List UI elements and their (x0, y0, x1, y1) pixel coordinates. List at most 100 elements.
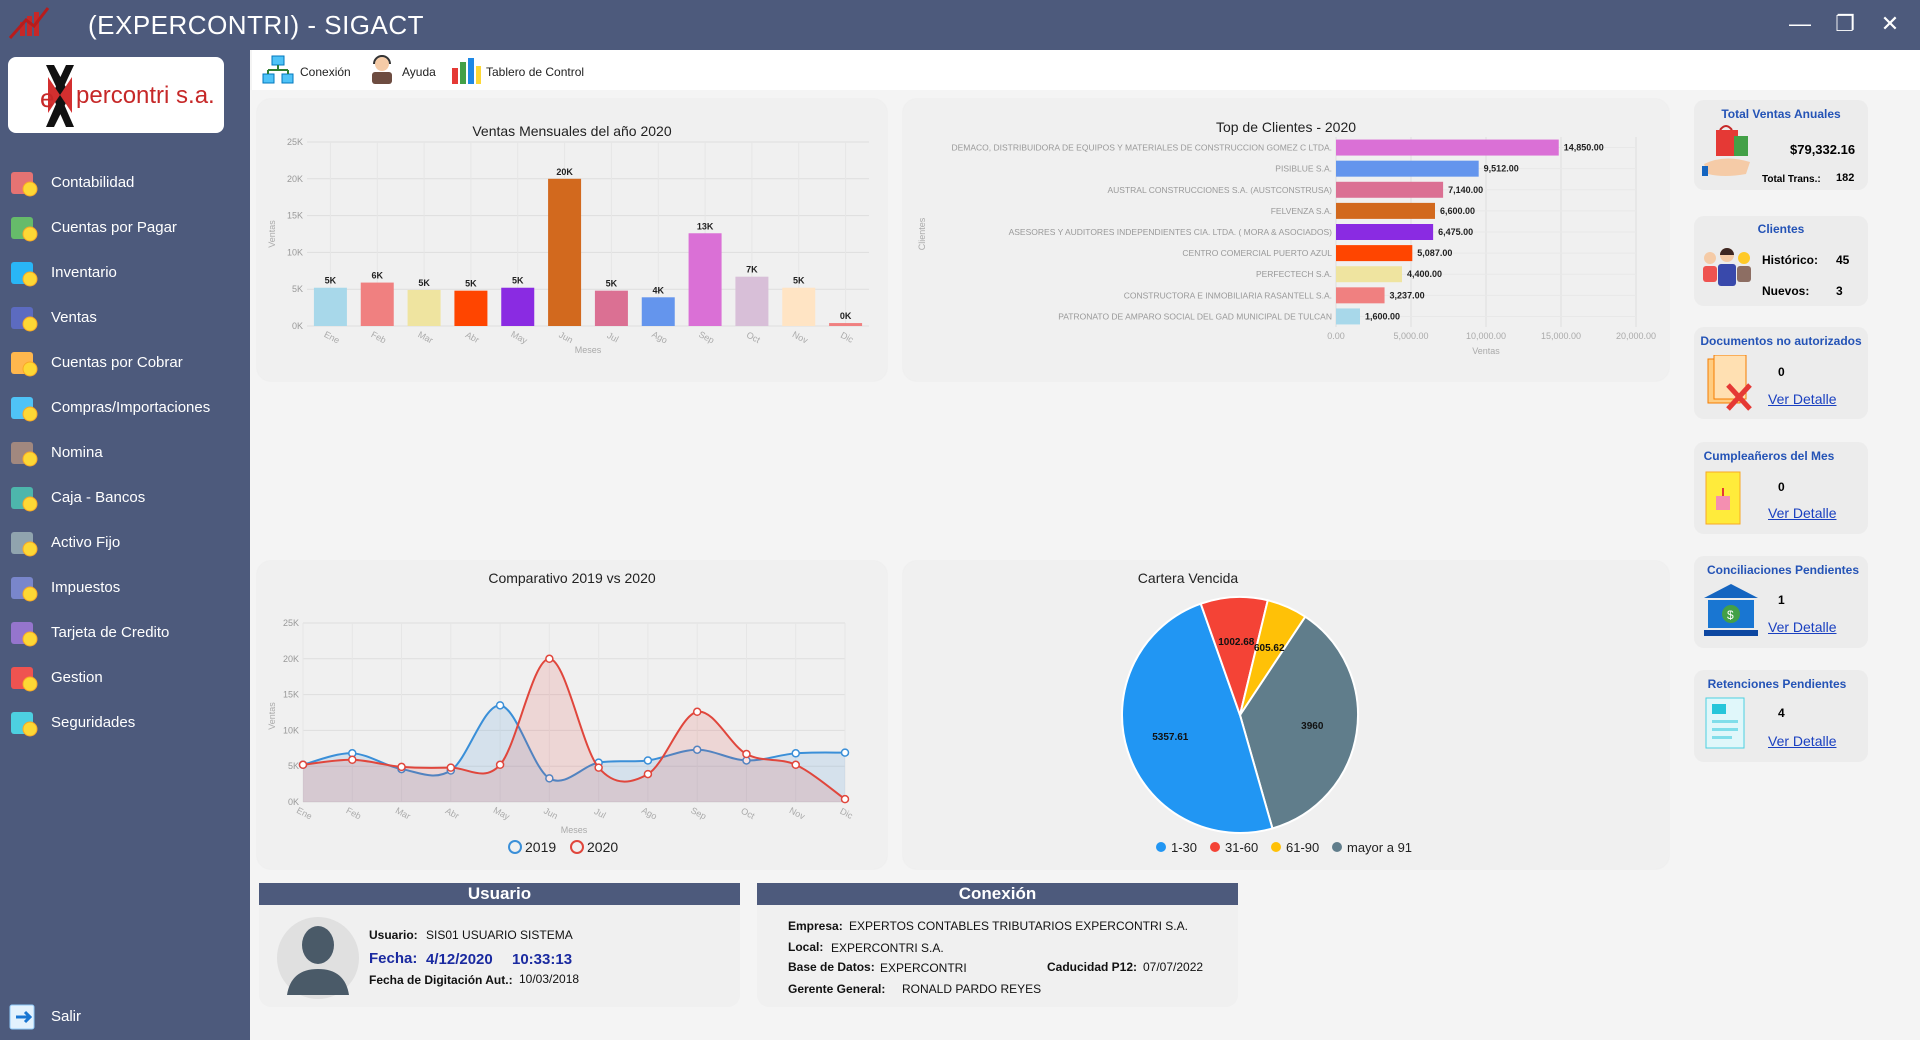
kpi-clients-title: Clientes (1757, 222, 1805, 236)
conexion-button[interactable]: Conexión (262, 54, 362, 86)
series-point-2020 (495, 760, 505, 770)
empresa-value: EXPERTOS CONTABLES TRIBUTARIOS EXPERCONT… (849, 919, 1188, 933)
y-tick-label: 0K (292, 321, 303, 331)
sidebar-item-compras-importaciones[interactable]: Compras/Importaciones (0, 388, 250, 428)
local-label: Local: (788, 940, 824, 954)
gerente-label: Gerente General: (788, 982, 886, 996)
series-point-2020 (298, 760, 308, 770)
series-point-2020 (742, 749, 751, 759)
user-panel: Usuario: SIS01 USUARIO SISTEMA Fecha: 4/… (259, 905, 740, 1007)
kpi-docs-link[interactable]: Ver Detalle (1768, 391, 1837, 407)
x-tick-label: Ago (640, 805, 659, 821)
x-tick-label: Ene (322, 329, 341, 345)
maximize-button[interactable]: ❐ (1835, 11, 1855, 36)
toolbar: Conexión Ayuda Tablero de Control (252, 50, 1920, 90)
client-name-label: PISIBLUE S.A. (1275, 164, 1332, 174)
kpi-historico-value: 45 (1836, 253, 1850, 267)
kpi-trans-value: 182 (1836, 172, 1855, 184)
series-area-2019 (303, 705, 845, 802)
tablero-button[interactable]: Tablero de Control (450, 54, 590, 86)
x-tick-label: 5,000.00 (1393, 331, 1428, 341)
bar-data-label: 5,087.00 (1417, 248, 1452, 258)
kpi-total-sales-amount: $79,332.16 (1790, 142, 1856, 157)
x-tick-label: Oct (745, 330, 762, 346)
legend-marker-2019 (508, 840, 522, 854)
series-area-2020 (303, 658, 845, 802)
sidebar-item-gestion[interactable]: Gestion (0, 658, 250, 698)
bar-data-label: 13K (697, 221, 714, 231)
bar-data-label: 0K (840, 311, 852, 321)
people-icon (1703, 248, 1751, 286)
fecha-label: Fecha: (369, 950, 418, 967)
x-tick-label: 0.00 (1327, 331, 1345, 341)
legend-label: 31-60 (1225, 840, 1258, 855)
y-tick-label: 20K (283, 654, 299, 664)
x-axis-label: Meses (561, 825, 588, 835)
y-tick-label: 10K (287, 247, 303, 257)
sidebar-item-nomina[interactable]: Nomina (0, 433, 250, 473)
bar-data-label: 5K (418, 278, 430, 288)
x-tick-label: Abr (444, 806, 461, 821)
sidebar-item-cuentas-por-pagar[interactable]: Cuentas por Pagar (0, 208, 250, 248)
bar-dic (829, 323, 863, 326)
sidebar-item-activo-fijo[interactable]: Activo Fijo (0, 523, 250, 563)
empresa-label: Empresa: (788, 919, 843, 933)
x-tick-label: Nov (788, 805, 807, 822)
kpi-nuevos-label: Nuevos: (1762, 284, 1810, 298)
series-point-2020 (594, 763, 603, 772)
x-tick-label: Ene (295, 805, 314, 821)
kpi-birthdays-link[interactable]: Ver Detalle (1768, 505, 1837, 521)
series-point-2020 (791, 760, 800, 770)
exit-button[interactable]: Salir (0, 997, 250, 1037)
y-tick-label: 15K (283, 690, 299, 700)
series-point-2019 (545, 774, 554, 783)
kpi-withholdings: Retenciones Pendientes 4 Ver Detalle (1694, 670, 1868, 762)
kpi-reconciliations-link[interactable]: Ver Detalle (1768, 619, 1837, 635)
sidebar-item-impuestos[interactable]: Impuestos (0, 568, 250, 608)
client-name-label: PATRONATO DE AMPARO SOCIAL DEL GAD MUNIC… (1058, 311, 1332, 321)
bar-abr (454, 290, 488, 326)
series-point-2019 (692, 745, 702, 754)
y-tick-label: 0K (288, 797, 299, 807)
sidebar-item-label: Caja - Bancos (51, 489, 146, 506)
kpi-clients: Clientes Histórico: 45 Nuevos: 3 (1694, 216, 1868, 306)
y-axis-label: Ventas (267, 220, 277, 248)
y-tick-label: 5K (288, 761, 299, 771)
bar-chart-icon (452, 58, 481, 84)
client-bar (1336, 308, 1360, 325)
x-tick-label: Feb (369, 329, 387, 345)
bar-nov (782, 287, 816, 326)
bd-value: EXPERCONTRI (880, 961, 967, 975)
series-point-2020 (643, 769, 653, 779)
kpi-withholdings-title: Retenciones Pendientes (1707, 677, 1847, 691)
client-name-label: CONSTRUCTORA E INMOBILIARIA RASANTELL S.… (1124, 290, 1332, 300)
ayuda-button[interactable]: Ayuda (366, 54, 446, 86)
pie-data-label: 5357.61 (1152, 732, 1189, 743)
monthly-sales-card: Ventas Mensuales del año 2020 0K 5K 10K 15K… (257, 99, 887, 381)
logo-e-text: e (40, 83, 54, 113)
comparison-title: Comparativo 2019 vs 2020 (488, 570, 656, 586)
kpi-total-sales-title: Total Ventas Anuales (1721, 107, 1841, 121)
minimize-button[interactable]: — (1789, 11, 1811, 36)
sidebar-item-label: Tarjeta de Credito (51, 624, 170, 641)
fecha-value: 4/12/2020 (426, 951, 493, 968)
kpi-withholdings-link[interactable]: Ver Detalle (1768, 733, 1837, 749)
close-button[interactable]: ✕ (1880, 11, 1900, 36)
connection-panel-header: Conexión (757, 883, 1238, 905)
sidebar-item-contabilidad[interactable]: Contabilidad (0, 163, 250, 203)
series-point-2020 (446, 763, 456, 772)
sidebar-item-label: Nomina (51, 444, 103, 461)
sidebar-item-seguridades[interactable]: Seguridades (0, 703, 250, 743)
series-point-2019 (791, 749, 800, 758)
sidebar-item-caja-bancos[interactable]: Caja - Bancos (0, 478, 250, 518)
sidebar-item-cuentas-por-cobrar[interactable]: Cuentas por Cobrar (0, 343, 250, 383)
user-panel-header: Usuario (259, 883, 740, 905)
bar-jun (548, 178, 582, 326)
legend-label: 2019 (525, 839, 556, 855)
sidebar-item-inventario[interactable]: Inventario (0, 253, 250, 293)
sidebar-item-ventas[interactable]: Ventas (0, 298, 250, 338)
kpi-unauthorized-docs: Documentos no autorizados 0 Ver Detalle (1694, 327, 1868, 419)
calculator-icon (11, 172, 38, 197)
title-bar: (EXPERCONTRI) - SIGACT — ❐ ✕ (0, 0, 1920, 50)
sidebar-item-tarjeta-de-credito[interactable]: Tarjeta de Credito (0, 613, 250, 653)
